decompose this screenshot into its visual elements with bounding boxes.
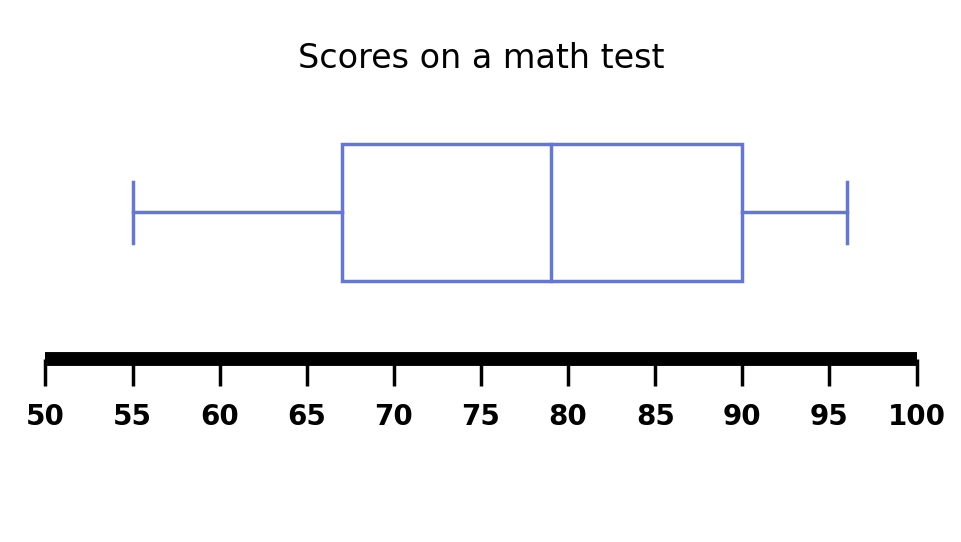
Text: 80: 80 [548, 403, 587, 431]
Text: 55: 55 [112, 403, 152, 431]
Text: 100: 100 [887, 403, 945, 431]
Text: 60: 60 [200, 403, 238, 431]
Text: Scores on a math test: Scores on a math test [298, 42, 663, 75]
Text: 90: 90 [723, 403, 761, 431]
Text: 75: 75 [461, 403, 500, 431]
Text: 70: 70 [374, 403, 413, 431]
Bar [341, 144, 742, 281]
Text: 85: 85 [635, 403, 674, 431]
Text: 50: 50 [26, 403, 64, 431]
Text: 65: 65 [287, 403, 326, 431]
Text: 95: 95 [809, 403, 848, 431]
